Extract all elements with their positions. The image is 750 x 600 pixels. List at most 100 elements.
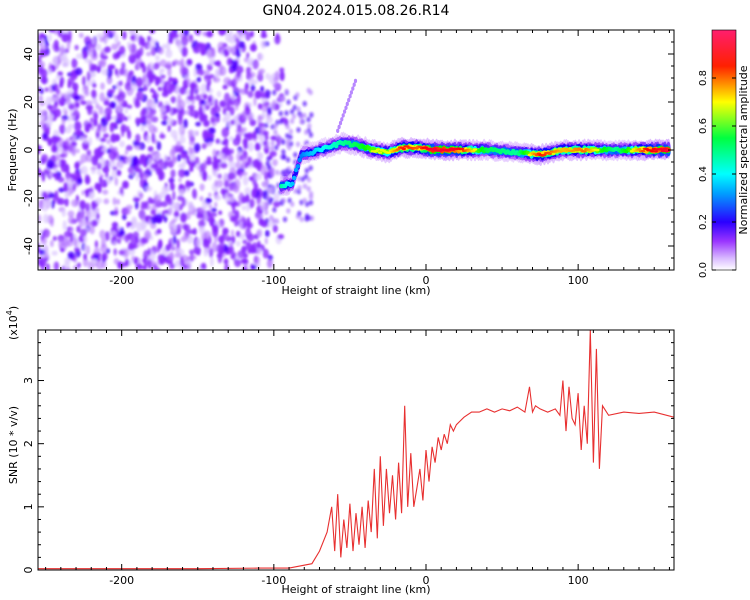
noise-blob	[285, 157, 291, 163]
noise-blob	[112, 197, 117, 206]
noise-blob	[89, 117, 94, 123]
noise-blob	[105, 176, 113, 185]
noise-blob	[157, 86, 163, 92]
noise-blob	[281, 169, 286, 176]
noise-blob	[205, 197, 213, 204]
noise-blob	[167, 206, 173, 215]
noise-blob	[75, 53, 83, 60]
noise-blob	[250, 30, 254, 38]
noise-blob	[99, 36, 105, 43]
noise-blob	[159, 133, 166, 139]
noise-blob	[74, 161, 80, 170]
noise-blob	[178, 126, 183, 135]
noise-blob	[268, 75, 276, 84]
noise-blob	[244, 187, 251, 196]
noise-blob	[81, 190, 85, 196]
noise-blob	[186, 58, 193, 66]
noise-blob	[110, 230, 117, 236]
noise-blob	[200, 99, 206, 105]
noise-blob	[306, 87, 311, 94]
noise-blob	[142, 75, 147, 83]
noise-blob	[119, 140, 125, 148]
noise-blob	[244, 106, 251, 116]
noise-blob	[98, 106, 104, 115]
noise-blob	[118, 80, 123, 87]
noise-blob	[88, 191, 95, 200]
noise-blob	[106, 67, 113, 78]
noise-blob	[61, 30, 69, 35]
noise-blob	[88, 136, 93, 146]
noise-blob	[233, 218, 239, 227]
noise-blob	[71, 82, 79, 92]
noise-blob	[230, 201, 236, 209]
noise-blob	[260, 165, 267, 176]
noise-blob	[166, 83, 170, 91]
noise-blob	[262, 130, 269, 136]
noise-blob	[50, 64, 56, 70]
noise-blob	[113, 240, 117, 246]
noise-blob	[171, 156, 177, 165]
noise-blob	[114, 210, 118, 215]
noise-blob	[214, 112, 220, 118]
spectrogram-ytick-label: 0	[22, 147, 35, 154]
noise-blob	[85, 189, 89, 198]
noise-blob	[248, 102, 253, 108]
noise-blob	[156, 141, 162, 151]
noise-blob	[154, 76, 160, 86]
noise-blob	[75, 129, 82, 136]
noise-blob	[157, 101, 164, 109]
noise-blob	[203, 159, 207, 170]
noise-blob	[121, 62, 126, 70]
noise-blob	[85, 202, 91, 212]
noise-blob	[227, 172, 236, 180]
noise-blob	[64, 110, 68, 116]
noise-blob	[245, 31, 251, 41]
noise-blob	[210, 116, 216, 124]
noise-blob	[308, 194, 314, 200]
ridge-cell	[401, 147, 406, 151]
noise-blob	[99, 92, 105, 102]
noise-blob	[132, 53, 140, 59]
noise-blob	[192, 130, 197, 137]
noise-blob	[206, 82, 211, 92]
noise-blob	[232, 85, 239, 92]
noise-blob	[254, 142, 261, 151]
noise-blob	[150, 209, 156, 216]
noise-blob	[67, 123, 75, 129]
noise-blob	[178, 223, 184, 230]
noise-blob	[254, 62, 259, 67]
noise-blob	[203, 248, 209, 257]
noise-blob	[267, 199, 273, 206]
noise-blob	[257, 114, 262, 125]
noise-blob	[87, 72, 92, 80]
noise-blob	[62, 238, 70, 248]
noise-blob	[281, 139, 286, 145]
noise-blob	[250, 264, 257, 270]
noise-blob	[242, 253, 248, 259]
noise-blob	[99, 229, 106, 239]
noise-blob	[156, 228, 162, 234]
noise-blob	[93, 247, 100, 256]
noise-blob	[178, 204, 183, 211]
noise-blob	[122, 180, 129, 189]
noise-blob	[46, 137, 53, 144]
noise-blob	[48, 33, 52, 42]
noise-blob	[195, 121, 202, 127]
noise-blob	[109, 101, 117, 109]
noise-blob	[53, 261, 60, 270]
noise-blob	[308, 165, 313, 171]
noise-blob	[131, 155, 139, 167]
noise-blob	[106, 112, 112, 121]
noise-blob	[106, 78, 113, 84]
noise-blob	[111, 30, 116, 37]
noise-blob	[248, 71, 256, 78]
noise-blob	[221, 157, 227, 164]
ridge-cell	[338, 120, 343, 126]
noise-blob	[172, 190, 176, 201]
noise-blob	[51, 199, 55, 209]
noise-blob	[175, 140, 182, 149]
snr-marks	[38, 330, 674, 570]
noise-blob	[241, 196, 247, 204]
ridge-cell	[396, 148, 401, 151]
noise-blob	[49, 240, 54, 248]
